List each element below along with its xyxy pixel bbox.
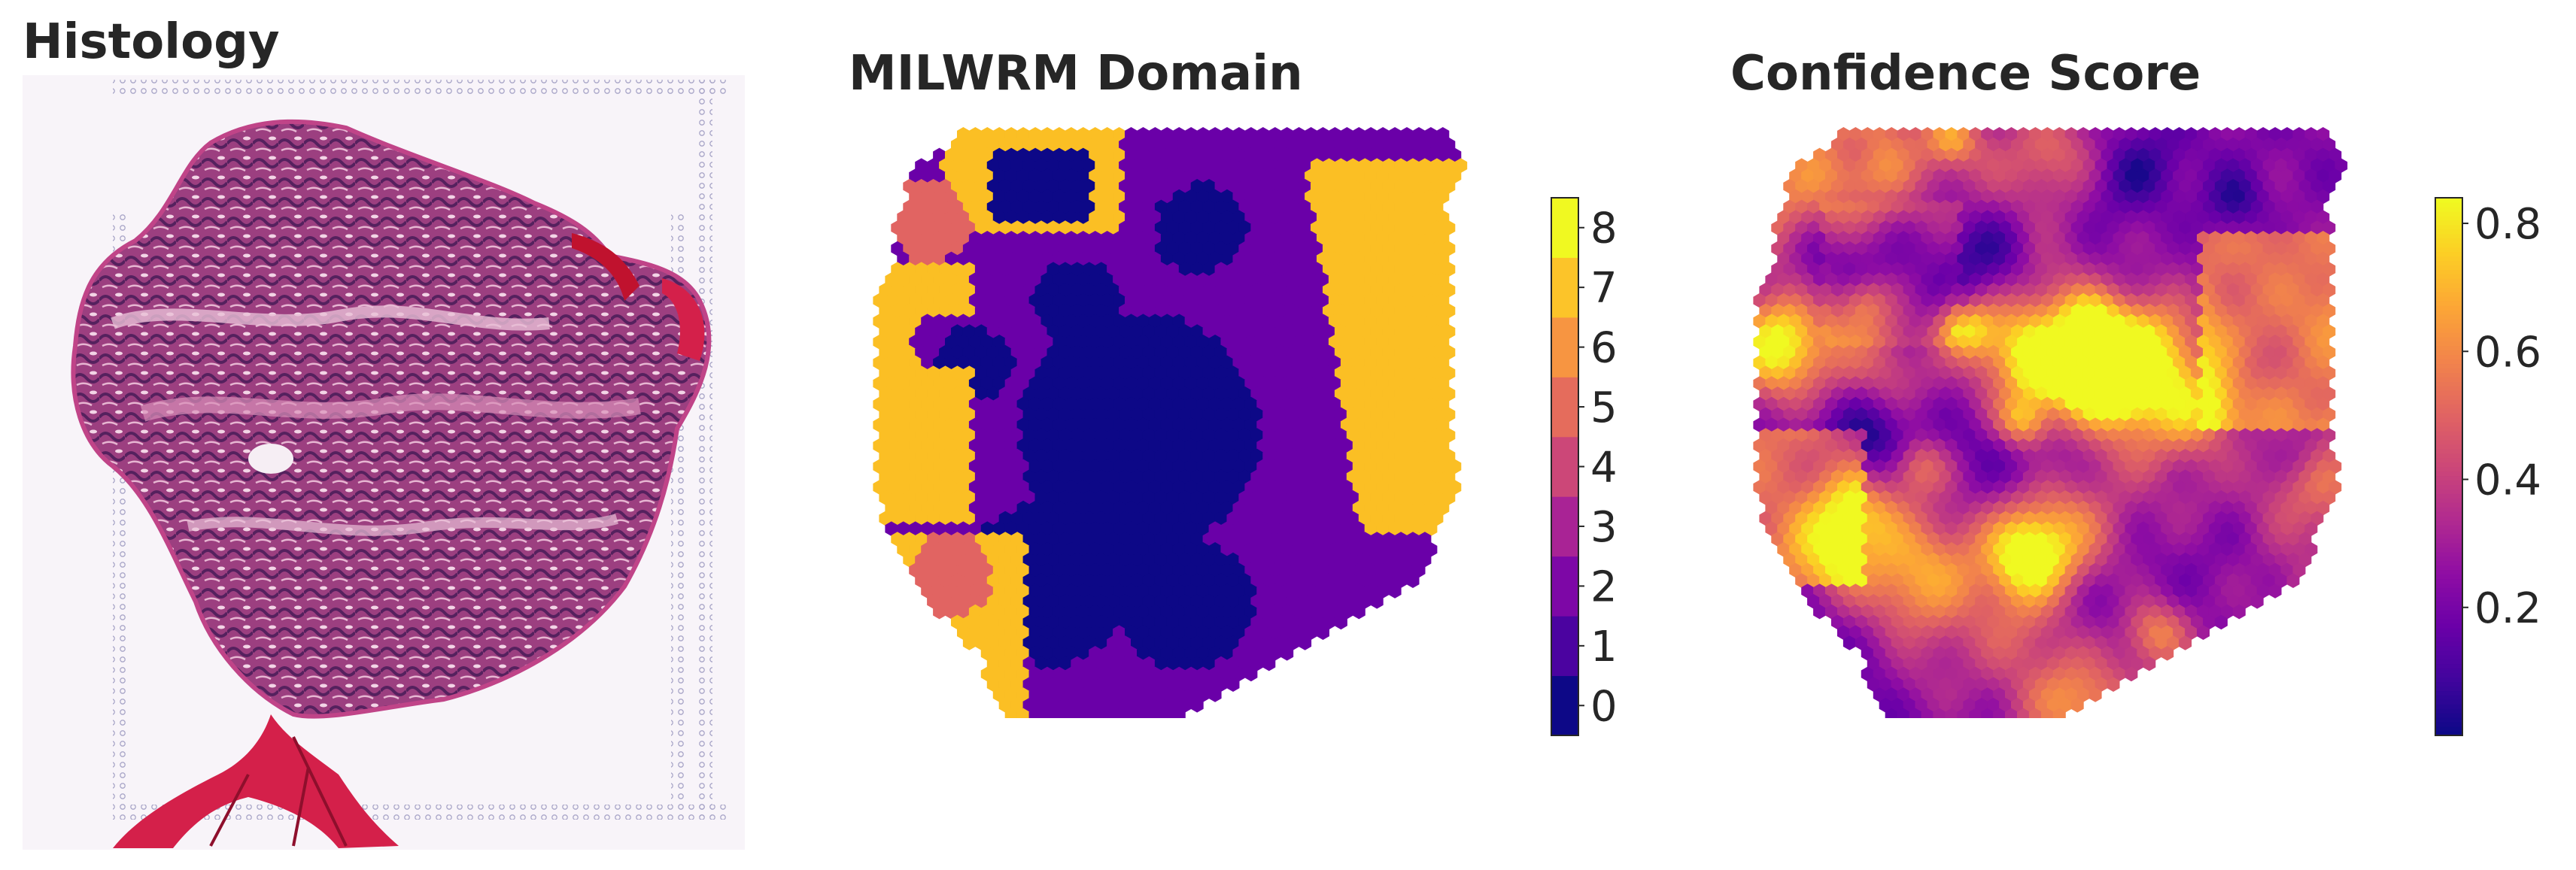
colorbar-swatch [1551,437,1578,497]
confidence-map [1734,117,2404,718]
confidence-title: Confidence Score [1730,50,2201,98]
histology-image [23,75,745,850]
domain-title: MILWRM Domain [849,50,1303,98]
hex-spot-grid [1753,127,2347,718]
colorbar-tick-label: 4 [1590,444,1618,493]
colorbar-swatch [1551,676,1578,736]
colorbar-swatch [1551,257,1578,317]
colorbar-swatch [1551,317,1578,377]
colorbar-gradient [1551,198,1578,736]
confidence-colorbar: 0.2 0.4 0.6 0.8 [2434,192,2573,756]
colorbar-tick-label: 1 [1590,623,1618,671]
colorbar-tick-label: 8 [1590,205,1618,253]
colorbar-tick-label: 6 [1590,324,1618,373]
colorbar-tick-label: 0 [1590,682,1618,731]
histology-title: Histology [23,18,280,66]
colorbar-tick-label: 0.2 [2474,584,2541,633]
colorbar-tick-label: 0.4 [2474,456,2541,505]
colorbar-tick-label: 7 [1590,264,1618,313]
colorbar-tick-label: 3 [1590,503,1618,552]
colorbar-gradient [2435,198,2462,736]
colorbar-swatch [1551,496,1578,556]
domain-colorbar: 0 1 2 3 4 5 6 7 8 [1550,192,1670,756]
colorbar-swatch [1551,616,1578,676]
colorbar-swatch [1551,198,1578,258]
colorbar-tick-label: 5 [1590,383,1618,432]
colorbar-tick-label: 0.6 [2474,328,2541,377]
colorbar-tick-label: 0.8 [2474,200,2541,249]
domain-map [854,117,1523,718]
hex-spot-grid [873,127,1467,718]
colorbar-tick-label: 2 [1590,562,1618,611]
colorbar-swatch [1551,377,1578,437]
colorbar-swatch [1551,556,1578,617]
